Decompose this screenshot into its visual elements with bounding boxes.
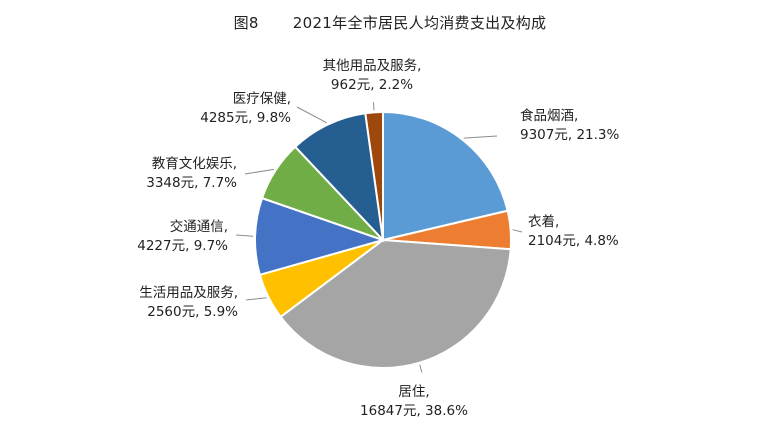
slice-value-label: 2560元, 5.9% [147,304,238,320]
slice-value-label: 16847元, 38.6% [360,403,468,419]
figure-number: 图8 [233,14,259,32]
slice-labels: 食品烟酒, 9307元, 21.3% 衣着, 2104元, 4.8% 居住, 16847元… [137,58,619,419]
leader-line-4 [245,297,267,301]
slice-name-label: 衣着, [528,213,559,230]
leader-line-8 [373,102,375,111]
leader-line-2 [512,229,523,233]
slice-name-label: 其他用品及服务, [323,58,422,74]
slice-value-label: 4227元, 9.7% [137,238,228,254]
slice-name-label: 医疗保健, [233,91,291,107]
pie-slices [254,110,512,369]
slice-value-label: 9307元, 21.3% [520,127,619,143]
leader-line-3 [419,364,423,373]
leader-lines [235,102,523,373]
slice-value-label: 3348元, 7.7% [146,175,237,191]
slice-name-label: 生活用品及服务, [139,285,238,301]
leader-line-7 [296,106,328,124]
pie-slice-1 [382,110,509,242]
pie-slice-5 [254,196,387,277]
slice-name-label: 食品烟酒, [520,107,578,124]
slice-value-label: 962元, 2.2% [331,77,413,93]
pie-slice-7 [293,112,385,243]
pie-slice-3 [279,238,512,369]
leader-line-6 [244,168,274,175]
pie-slice-8 [364,110,384,241]
leader-line-1 [463,135,498,139]
slice-value-label: 2104元, 4.8% [528,233,619,249]
slice-value-label: 4285元, 9.8% [200,110,291,126]
slice-name-label: 交通通信, [170,218,228,235]
leader-line-5 [235,234,254,237]
figure-title: 图8 2021年全市居民人均消费支出及构成 [0,12,780,33]
slice-name-label: 教育文化娱乐, [152,156,237,172]
chart-title: 2021年全市居民人均消费支出及构成 [292,14,547,32]
slice-name-label: 居住, [398,384,429,400]
